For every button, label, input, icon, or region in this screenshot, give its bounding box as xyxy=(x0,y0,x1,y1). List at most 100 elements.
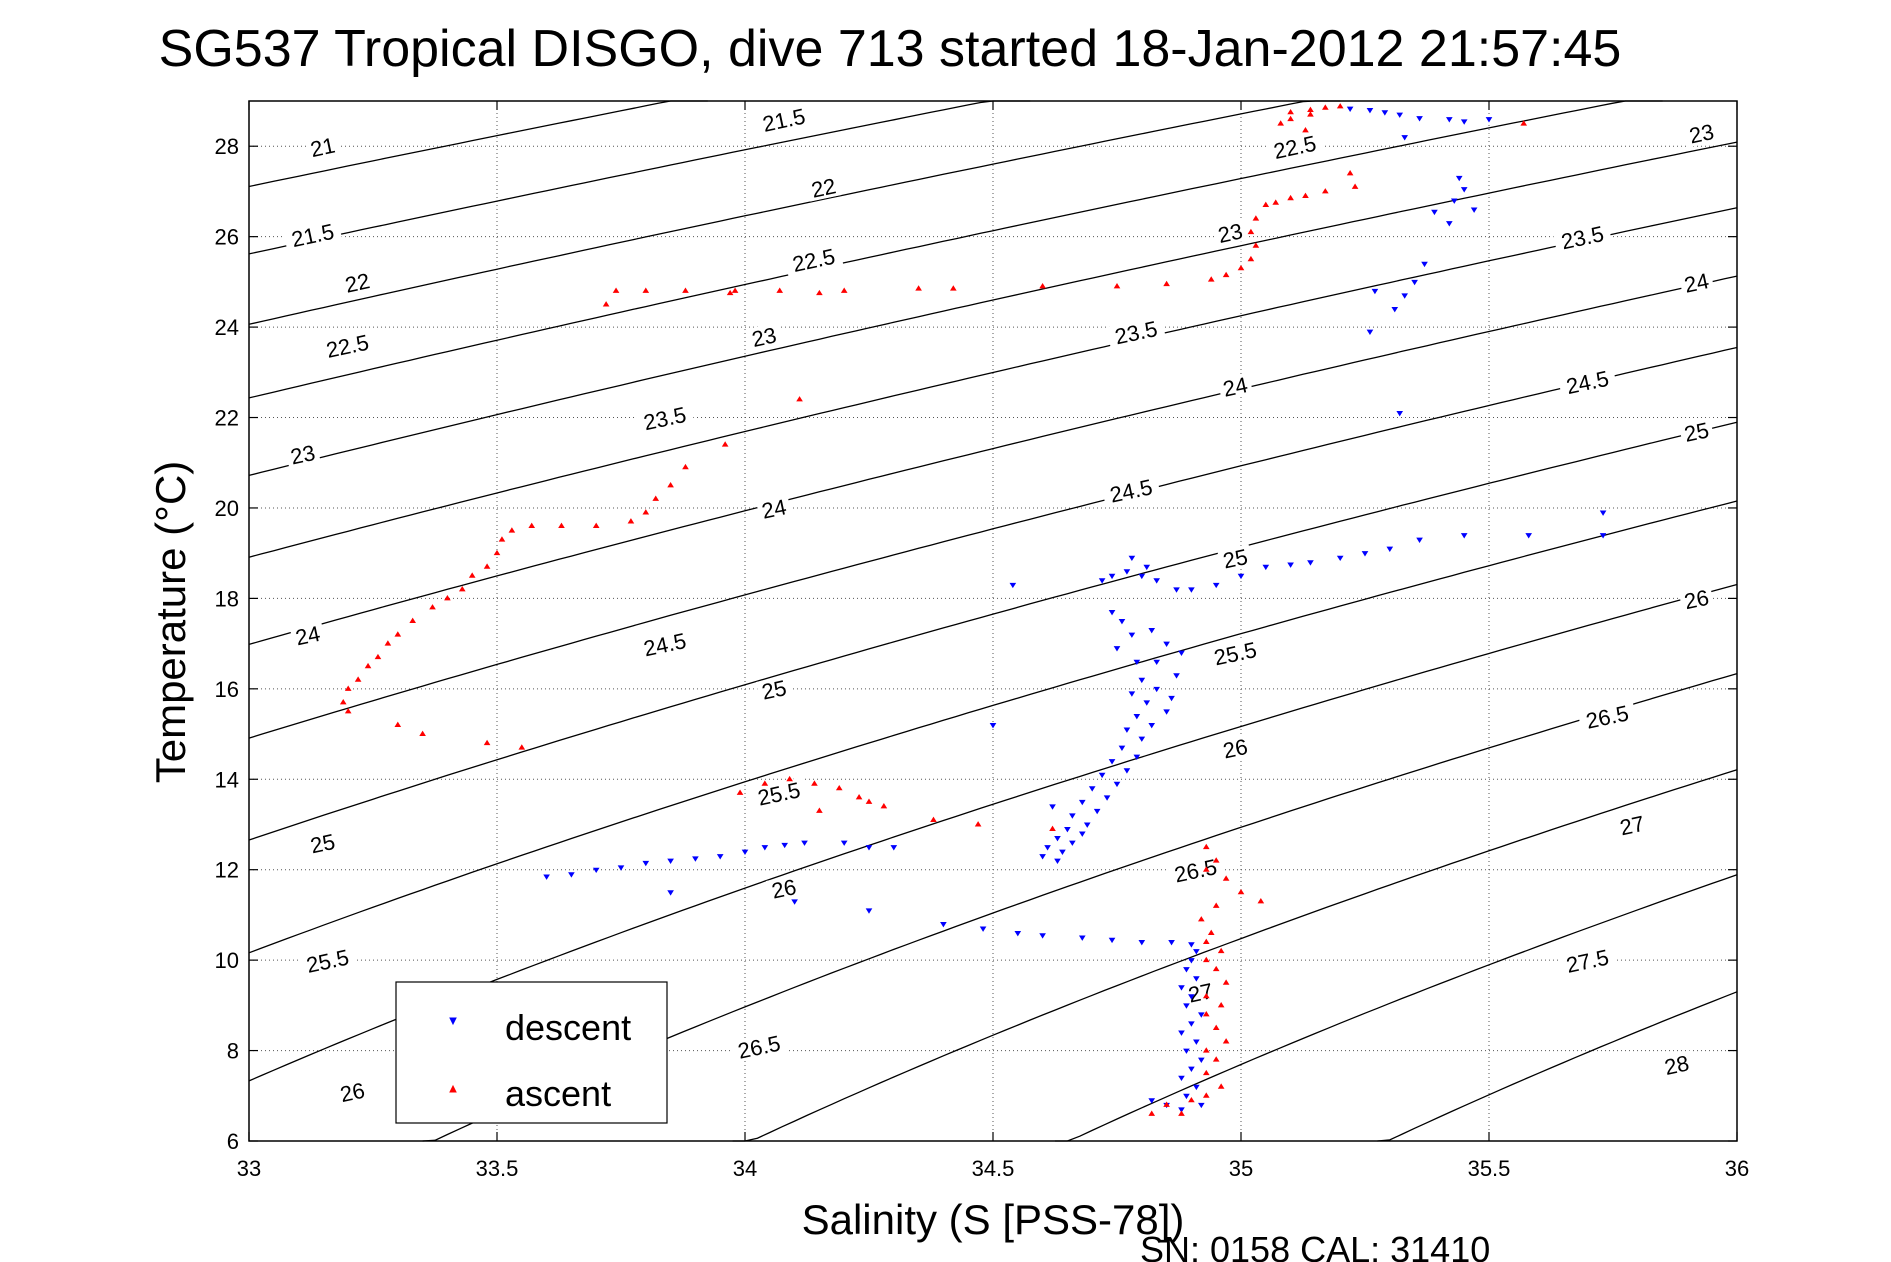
contour-label-bg xyxy=(755,494,792,523)
density-contour-label: 24 xyxy=(1217,372,1254,402)
ascent-point xyxy=(1212,1024,1220,1030)
density-contour-label: 22.5 xyxy=(783,243,844,277)
descent-point xyxy=(1361,551,1369,557)
y-axis-ticks: 6 8 10 12 14 16 18 20 22 24 26 28 xyxy=(215,134,1737,1154)
descent-point xyxy=(1178,1030,1185,1036)
contour-label-bg xyxy=(1678,584,1715,614)
ascent-point xyxy=(1287,115,1294,122)
contour-label-bg xyxy=(1614,811,1650,840)
ascent-point xyxy=(1217,1083,1225,1089)
ascent-point xyxy=(776,287,784,293)
ascent-point xyxy=(602,301,610,307)
density-contour-label: 23 xyxy=(1683,119,1720,149)
y-tick-label: 26 xyxy=(215,225,239,250)
ascent-point xyxy=(493,549,501,556)
descent-point xyxy=(1183,1003,1190,1009)
density-contour-label: 24.5 xyxy=(1101,473,1161,508)
legend-descent-label: descent xyxy=(505,1007,631,1048)
series-descent xyxy=(543,106,1607,1113)
ascent-point xyxy=(974,821,982,827)
descent-point xyxy=(1078,935,1086,941)
density-contour-label: 27 xyxy=(1614,811,1650,840)
descent-point xyxy=(1193,1084,1200,1091)
contour-label-text: 27.5 xyxy=(1564,945,1611,978)
ascent-point xyxy=(1202,843,1210,850)
y-tick-label: 24 xyxy=(215,315,239,340)
descent-point xyxy=(1366,329,1374,335)
ascent-point xyxy=(1346,169,1354,176)
ascent-point xyxy=(811,780,818,786)
descent-point xyxy=(1009,582,1017,589)
density-contour-label: 25 xyxy=(304,829,341,858)
descent-point xyxy=(1153,686,1160,693)
ascent-point xyxy=(1222,979,1230,985)
y-tick-label: 6 xyxy=(227,1129,239,1154)
x-tick-label: 35.5 xyxy=(1468,1156,1511,1181)
descent-point xyxy=(1153,578,1160,584)
descent-point xyxy=(1128,632,1136,638)
density-contour-label: 24.5 xyxy=(635,627,695,661)
ascent-point xyxy=(498,536,506,542)
descent-point xyxy=(1093,808,1101,815)
ascent-point xyxy=(483,739,491,746)
ascent-point xyxy=(1520,120,1528,126)
descent-point xyxy=(1138,573,1146,580)
descent-point xyxy=(1460,187,1468,193)
descent-point xyxy=(1183,967,1190,973)
contour-label-bg xyxy=(1217,372,1254,401)
ascent-point xyxy=(736,789,744,795)
contour-label-bg xyxy=(1217,544,1254,573)
ascent-point xyxy=(786,775,793,782)
contour-label-bg xyxy=(304,132,341,161)
ascent-point xyxy=(1212,857,1220,863)
contour-label-bg xyxy=(1212,218,1249,247)
descent-point xyxy=(989,723,997,729)
contour-label-bg xyxy=(1165,853,1226,887)
descent-point xyxy=(1416,537,1423,543)
ascent-point xyxy=(1272,199,1280,205)
ascent-point xyxy=(1202,1092,1210,1098)
ascent-point xyxy=(1207,929,1215,935)
density-contour-label: 21.5 xyxy=(282,218,343,252)
density-contour-label: 22.5 xyxy=(1265,130,1325,164)
descent-point xyxy=(1396,411,1404,417)
legend-box xyxy=(395,981,668,1124)
descent-point xyxy=(1098,578,1106,584)
ascent-point xyxy=(1202,1047,1210,1053)
ascent-point xyxy=(1202,1069,1210,1076)
contour-label-text: 26.5 xyxy=(1584,700,1631,733)
descent-point xyxy=(1599,533,1607,539)
density-contour-label: 23.5 xyxy=(1106,315,1166,349)
descent-point xyxy=(1148,723,1156,729)
contour-label-text: 22.5 xyxy=(1271,131,1318,164)
descent-point xyxy=(1287,562,1294,568)
y-axis-label: Temperature (°C) xyxy=(147,461,194,784)
descent-point xyxy=(667,890,674,896)
density-contour-label: 24 xyxy=(1678,268,1715,298)
density-contour-label: 23 xyxy=(1212,218,1249,248)
density-contour-label: 23 xyxy=(746,322,782,352)
ascent-point xyxy=(835,784,843,791)
descent-point xyxy=(1148,628,1156,634)
descent-point xyxy=(1455,175,1463,182)
contour-label-bg xyxy=(297,944,358,978)
ascent-point xyxy=(419,730,426,737)
descent-point xyxy=(568,872,575,878)
density-contour-line xyxy=(732,769,1738,1142)
descent-point xyxy=(1178,650,1185,657)
y-tick-label: 16 xyxy=(215,677,239,702)
contour-label-text: 22.5 xyxy=(790,244,837,277)
descent-point xyxy=(1148,1098,1156,1104)
y-tick-label: 20 xyxy=(215,496,239,521)
contour-label-text: 26 xyxy=(1682,585,1711,615)
contour-label-text: 25 xyxy=(759,675,788,705)
density-contour-label: 26 xyxy=(1678,584,1715,615)
x-tick-label: 36 xyxy=(1725,1156,1749,1181)
density-contour-label: 23.5 xyxy=(635,401,695,435)
descent-point xyxy=(1133,659,1141,666)
contour-label-bg xyxy=(749,776,809,811)
contour-label-bg xyxy=(289,621,326,650)
ascent-point xyxy=(1178,1110,1185,1116)
descent-point xyxy=(1163,709,1170,715)
